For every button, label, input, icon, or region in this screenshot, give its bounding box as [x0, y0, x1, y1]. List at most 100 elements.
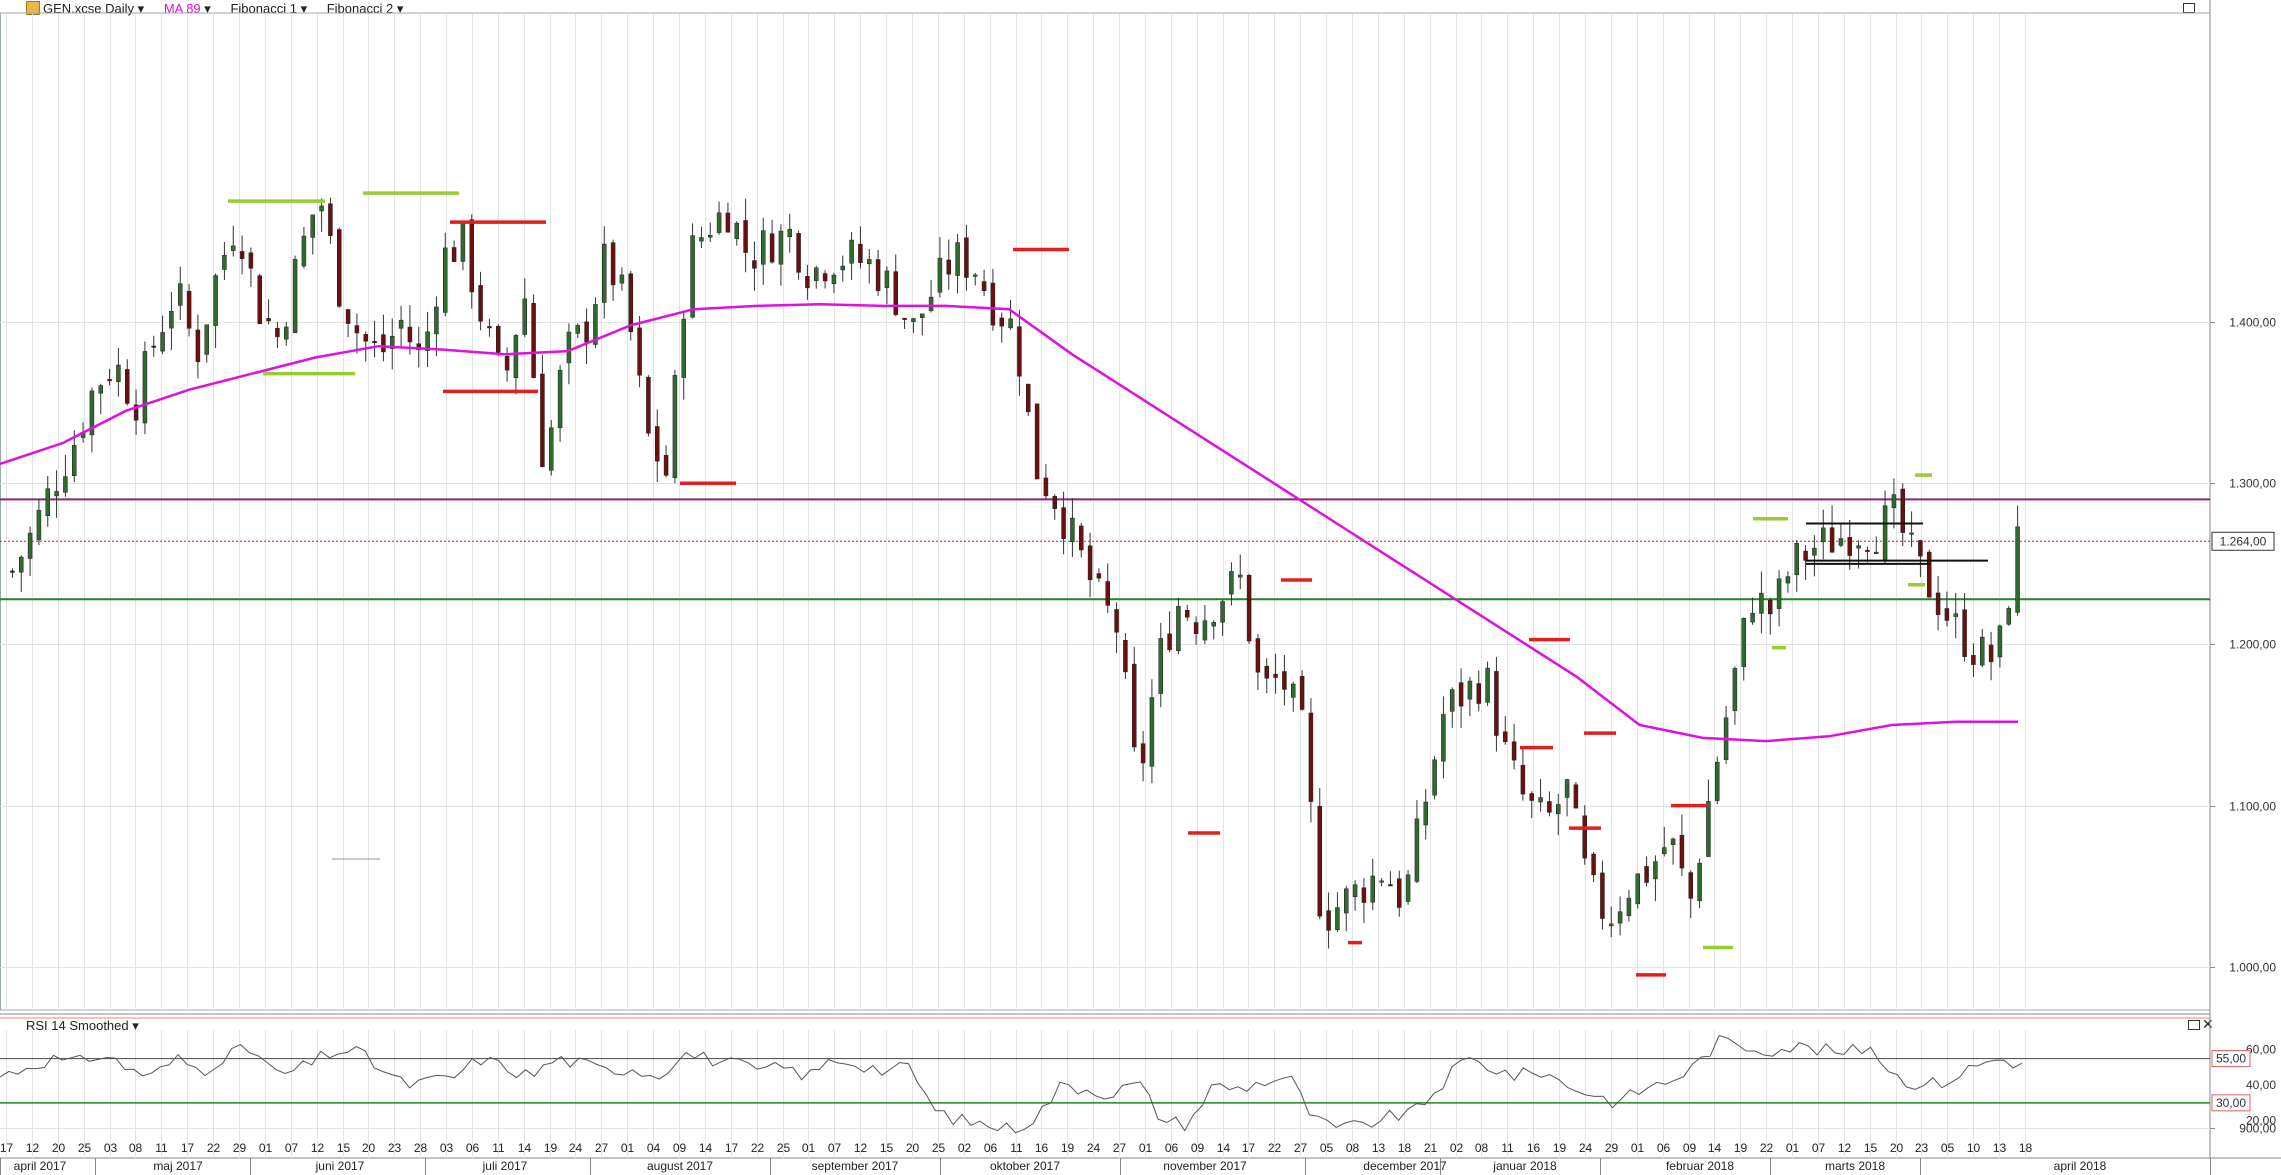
- candle-body: [363, 334, 368, 342]
- candle-body: [619, 274, 625, 284]
- candle-body: [1573, 784, 1579, 809]
- candle-body: [1096, 573, 1102, 579]
- candle-body: [1079, 525, 1084, 551]
- day-tick-label: 08: [129, 1141, 143, 1155]
- candle-body: [1299, 675, 1305, 710]
- candle-body: [716, 212, 722, 233]
- candle-body: [999, 317, 1004, 327]
- candle-body: [663, 455, 669, 476]
- candle-body: [1494, 671, 1499, 736]
- rsi-indicator-label[interactable]: RSI 14 Smoothed ▾: [26, 1018, 139, 1033]
- ma-89-line[interactable]: [0, 303, 2018, 743]
- candle-body: [416, 343, 421, 351]
- candle-body: [1414, 818, 1420, 882]
- candle-body: [45, 488, 50, 516]
- candle-body: [1715, 761, 1720, 801]
- candle-body: [2015, 526, 2020, 613]
- month-label: oktober 2017: [990, 1159, 1060, 1173]
- day-tick-label: 08: [1475, 1141, 1489, 1155]
- day-tick-label: 24: [1087, 1141, 1101, 1155]
- candle-body: [1688, 872, 1693, 899]
- candle-body: [407, 326, 413, 343]
- candle-body: [257, 275, 262, 324]
- month-label: august 2017: [647, 1159, 713, 1173]
- candle-body: [1812, 547, 1817, 556]
- candle-body: [1229, 571, 1234, 595]
- candle-body: [1017, 326, 1022, 377]
- candle-body: [1132, 663, 1137, 748]
- candle-body: [964, 237, 969, 278]
- candle-body: [98, 385, 103, 394]
- candle-body: [1909, 532, 1914, 535]
- day-tick-label: 15: [337, 1141, 351, 1155]
- day-tick-label: 15: [880, 1141, 894, 1155]
- day-tick-label: 15: [1864, 1141, 1878, 1155]
- day-tick-label: 17: [725, 1141, 739, 1155]
- candle-body: [222, 255, 227, 270]
- candle-body: [1882, 505, 1888, 560]
- day-tick-label: 20: [1890, 1141, 1904, 1155]
- day-tick-label: 01: [1631, 1141, 1645, 1155]
- candle-body: [10, 570, 15, 573]
- candle-body: [1626, 897, 1632, 917]
- candle-body: [1547, 801, 1552, 813]
- day-tick-label: 25: [777, 1141, 791, 1155]
- candle-body: [1114, 609, 1119, 633]
- candle-body: [1335, 907, 1340, 931]
- candle-body: [1397, 878, 1402, 908]
- day-tick-label: 22: [207, 1141, 221, 1155]
- current-price-label: 1.264,00: [2220, 534, 2267, 548]
- month-label: juni 2017: [315, 1159, 365, 1173]
- candle-body: [990, 282, 996, 326]
- rsi-mid-label: 55,00: [2216, 1052, 2246, 1066]
- candle-body: [284, 326, 289, 340]
- day-tick-label: 25: [78, 1141, 92, 1155]
- candle-body: [1847, 537, 1852, 556]
- day-tick-label: 20: [362, 1141, 376, 1155]
- candle-body: [814, 267, 819, 281]
- candle-body: [178, 283, 183, 306]
- candle-body: [469, 219, 474, 293]
- candle-body: [1070, 517, 1075, 543]
- candle-body: [778, 230, 784, 265]
- rsi-low-tag: [2211, 1094, 2251, 1112]
- candle-body: [920, 313, 925, 318]
- month-label: november 2017: [1163, 1159, 1247, 1173]
- rsi-close-icon[interactable]: ✕: [2202, 1016, 2214, 1032]
- candle-body: [1185, 610, 1190, 618]
- ma-indicator-label[interactable]: MA 89 ▾: [163, 1, 211, 16]
- candle-body: [1706, 801, 1711, 857]
- day-tick-label: 23: [1915, 1141, 1929, 1155]
- candle-body: [186, 291, 192, 329]
- candle-body: [319, 205, 324, 212]
- day-tick-label: 17: [0, 1141, 13, 1155]
- candle-body: [1821, 527, 1826, 543]
- fibonacci-1-label[interactable]: Fibonacci 1 ▾: [230, 1, 308, 16]
- candle-body: [1980, 636, 1985, 666]
- rsi-maximize-button[interactable]: [2188, 1020, 2200, 1030]
- day-tick-label: 12: [26, 1141, 40, 1155]
- day-tick-label: 10: [1967, 1141, 1981, 1155]
- candle-body: [425, 331, 430, 351]
- fibonacci-2-label[interactable]: Fibonacci 2 ▾: [326, 1, 404, 16]
- candle-body: [1997, 625, 2003, 658]
- candle-body: [637, 327, 642, 376]
- candle-body: [1953, 613, 1958, 617]
- candle-body: [946, 259, 951, 275]
- candle-body: [1635, 873, 1640, 905]
- candle-body: [893, 271, 898, 315]
- day-tick-label: 07: [285, 1141, 299, 1155]
- candle-body: [1264, 665, 1269, 679]
- price-tick-label: 1.000,00: [2229, 961, 2276, 975]
- day-tick-label: 12: [854, 1141, 868, 1155]
- candle-body: [1370, 875, 1375, 903]
- candle-body: [849, 239, 854, 264]
- candle-body: [902, 317, 907, 320]
- candle-body: [1644, 866, 1649, 883]
- day-tick-label: 16: [1035, 1141, 1049, 1155]
- day-tick-label: 01: [1139, 1141, 1153, 1155]
- instrument-selector[interactable]: GEN.xcse Daily ▾: [26, 1, 144, 16]
- day-tick-label: 06: [984, 1141, 998, 1155]
